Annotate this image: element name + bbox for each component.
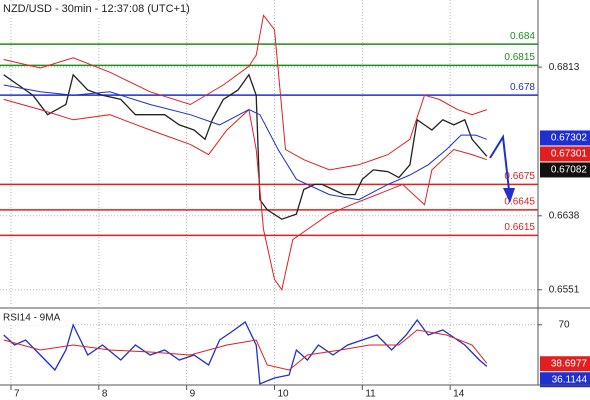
price-tag-label: 0.67301	[551, 149, 588, 160]
series-line	[3, 73, 488, 220]
x-tick-label: 7	[14, 389, 20, 400]
price-tag	[540, 146, 590, 162]
price-tag-label: 38.6977	[551, 358, 588, 369]
x-tick-label: 10	[277, 389, 289, 400]
series-line	[3, 98, 487, 291]
y-tick-label: 0.6638	[549, 210, 580, 221]
x-tick-label: 14	[453, 389, 465, 400]
level-label: 0.6615	[504, 222, 535, 233]
forecast-arrow	[489, 134, 510, 191]
price-tag-label: 0.67302	[551, 133, 588, 144]
price-tag	[540, 162, 590, 178]
x-tick-label: 8	[102, 389, 108, 400]
y-tick-label: 0.6813	[549, 62, 580, 73]
panel-title: RSI14 - 9MA	[3, 313, 61, 324]
price-tag	[540, 130, 590, 146]
chart-title: NZD/USD - 30min - 12:37:08 (UTC+1)	[3, 3, 190, 15]
price-tag-label: 0.67082	[551, 165, 588, 176]
y-tick-label: 0.6551	[549, 284, 580, 295]
level-label: 0.6645	[504, 196, 535, 207]
level-label: 0.6675	[504, 171, 535, 182]
level-label: 0.678	[510, 82, 535, 93]
series-line	[3, 84, 487, 201]
price-tag	[540, 356, 590, 372]
series-line	[3, 14, 487, 171]
level-label: 0.684	[510, 31, 535, 42]
price-tag	[540, 372, 590, 388]
x-tick-label: 11	[365, 389, 376, 400]
series-line	[3, 329, 488, 371]
forecast-arrow-head	[503, 188, 515, 203]
level-label: 0.6815	[504, 52, 535, 63]
series-line	[3, 318, 488, 385]
title-background	[0, 1, 186, 17]
y-tick-label: 70	[558, 319, 570, 330]
x-tick-label: 9	[190, 389, 196, 400]
price-tag-label: 36.1144	[552, 374, 588, 385]
title-background	[0, 311, 70, 325]
